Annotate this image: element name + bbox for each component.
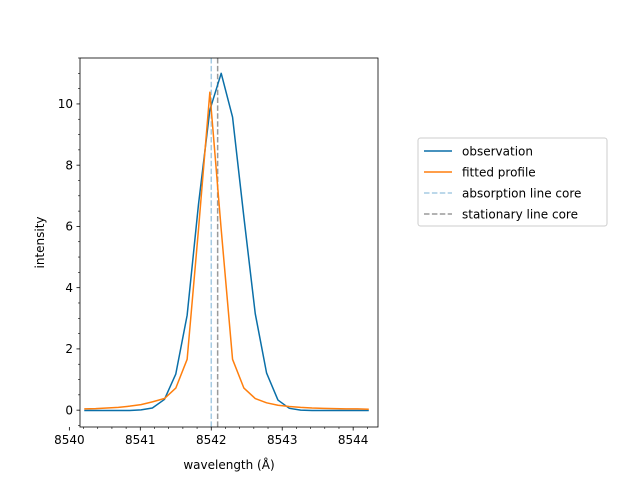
legend-label: stationary line core: [462, 207, 578, 221]
x-tick-label: 8542: [196, 433, 227, 447]
y-tick-label: 4: [65, 281, 73, 295]
legend-label: absorption line core: [462, 186, 581, 200]
legend-box: [417, 137, 608, 227]
y-axis-label: intensity: [33, 216, 47, 268]
y-tick-label: 8: [65, 158, 73, 172]
x-tick-label: 8543: [267, 433, 298, 447]
legend-label: fitted profile: [462, 165, 536, 179]
x-tick-label: 8541: [125, 433, 156, 447]
x-tick-label: 8544: [338, 433, 369, 447]
axes-frame: [79, 57, 379, 428]
x-axis-label: wavelength (Å): [183, 457, 274, 472]
y-tick-label: 10: [58, 97, 73, 111]
y-tick-label: 6: [65, 220, 73, 234]
plot-area: [84, 58, 369, 427]
legend-label: observation: [462, 144, 533, 158]
y-tick-label: 2: [65, 342, 73, 356]
x-tick-label: 8540: [54, 433, 85, 447]
series-line-observation: [84, 72, 369, 412]
legend: observation fitted profile absorption line…: [417, 137, 608, 227]
series-line-fitted-profile: [84, 91, 369, 410]
axis-ticks: 8540 8541 8542 8543 8544 0 2 4 6 8 10: [54, 57, 369, 447]
y-tick-label: 0: [65, 403, 73, 417]
